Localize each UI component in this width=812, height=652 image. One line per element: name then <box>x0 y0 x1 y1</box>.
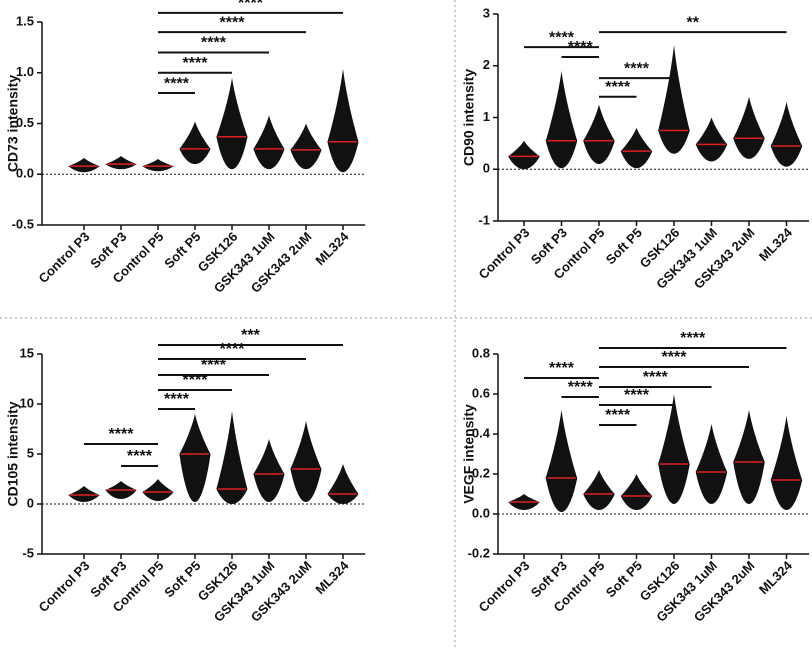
swarm-cloud <box>253 439 285 502</box>
swarm-cloud <box>327 68 359 173</box>
y-tick-label: 0.0 <box>16 166 34 181</box>
swarm-cloud <box>658 394 690 504</box>
swarm-cloud <box>770 101 803 167</box>
swarm-cloud <box>620 127 653 169</box>
y-tick-label: 2 <box>483 57 490 72</box>
significance-label: **** <box>624 387 650 404</box>
panel: -0.5 0.0 0.5 1.0 1.5 CD73 intensity Control P3… <box>5 0 366 296</box>
x-tick-label: ML324 <box>756 557 796 597</box>
significance-label: **** <box>549 29 575 46</box>
swarm-cloud <box>733 410 765 504</box>
y-tick-label: 1.0 <box>16 64 34 79</box>
swarm-cloud <box>216 77 248 170</box>
y-tick-label: 1.5 <box>16 13 34 28</box>
swarm-cloud <box>179 414 211 502</box>
swarm-cloud <box>695 117 728 162</box>
swarm-cloud <box>290 123 322 170</box>
y-tick-label: -0.2 <box>468 545 490 560</box>
significance-label: *** <box>241 327 260 344</box>
swarm-cloud <box>290 421 322 502</box>
swarm-cloud <box>216 411 248 504</box>
swarm-cloud <box>620 474 653 510</box>
significance-label: **** <box>127 448 153 465</box>
swarm-cloud <box>508 140 540 170</box>
y-tick-label: -1 <box>478 212 490 227</box>
y-tick-label: -0.5 <box>12 216 34 231</box>
swarm-cloud <box>253 115 285 170</box>
significance-label: **** <box>183 372 209 389</box>
y-tick-label: 10 <box>20 395 34 410</box>
significance-label: **** <box>568 39 594 56</box>
y-tick-label: 0.2 <box>472 465 490 480</box>
significance-label: **** <box>238 0 264 12</box>
significance-label: **** <box>201 357 227 374</box>
swarm-cloud <box>583 104 615 165</box>
x-tick-label: Control P3 <box>475 558 532 615</box>
y-axis-label: VEGF intensity <box>461 404 477 504</box>
y-axis-label: CD90 intensity <box>461 69 477 166</box>
significance-label: **** <box>605 407 631 424</box>
swarm-cloud <box>695 424 728 504</box>
y-tick-label: 0.0 <box>472 505 490 520</box>
swarm-cloud <box>68 486 100 502</box>
significance-label: **** <box>680 330 706 347</box>
x-tick-label: ML324 <box>312 557 352 597</box>
swarm-cloud <box>770 416 803 510</box>
y-axis-label: CD105 intensity <box>5 401 21 506</box>
significance-label: **** <box>643 369 669 386</box>
y-tick-label: 5 <box>27 445 34 460</box>
swarm-cloud <box>142 479 174 501</box>
y-tick-label: 0 <box>483 161 490 176</box>
x-tick-label: Control P3 <box>35 558 92 615</box>
y-axis-label: CD73 intensity <box>5 75 21 172</box>
significance-label: **** <box>164 75 190 92</box>
swarm-cloud <box>105 155 137 170</box>
x-tick-label: Control P3 <box>35 229 92 286</box>
y-tick-label: 1 <box>483 109 490 124</box>
significance-label: **** <box>109 426 135 443</box>
y-tick-label: 0.6 <box>472 385 490 400</box>
y-tick-label: 0 <box>27 495 34 510</box>
swarm-cloud <box>68 158 100 173</box>
swarm-cloud <box>327 464 359 504</box>
swarm-cloud <box>179 121 211 165</box>
y-tick-label: -5 <box>22 545 34 560</box>
swarm-cloud <box>142 159 174 172</box>
significance-label: **** <box>605 79 631 96</box>
swarm-cloud <box>733 96 765 159</box>
significance-label: **** <box>662 349 688 366</box>
swarm-cloud <box>583 470 615 510</box>
y-tick-label: 0.5 <box>16 115 34 130</box>
significance-label: **** <box>568 379 594 396</box>
swarm-cloud <box>545 410 578 512</box>
significance-label: ** <box>687 14 700 31</box>
significance-label: **** <box>624 60 650 77</box>
y-tick-label: 0.8 <box>472 345 490 360</box>
swarm-cloud <box>545 70 578 169</box>
y-tick-label: 3 <box>483 5 490 20</box>
y-tick-label: 15 <box>20 345 34 360</box>
y-tick-label: 0.4 <box>472 425 491 440</box>
significance-label: **** <box>164 391 190 408</box>
significance-label: **** <box>183 55 209 72</box>
panel: -0.2 0.0 0.2 0.4 0.6 0.8 VEGF intensity Control… <box>461 330 809 625</box>
x-tick-label: ML324 <box>756 224 796 264</box>
significance-label: **** <box>549 360 575 377</box>
x-tick-label: Control P3 <box>475 225 532 282</box>
significance-label: **** <box>201 35 227 52</box>
x-tick-label: ML324 <box>312 228 352 268</box>
significance-label: **** <box>220 14 246 31</box>
swarm-cloud <box>658 45 690 154</box>
